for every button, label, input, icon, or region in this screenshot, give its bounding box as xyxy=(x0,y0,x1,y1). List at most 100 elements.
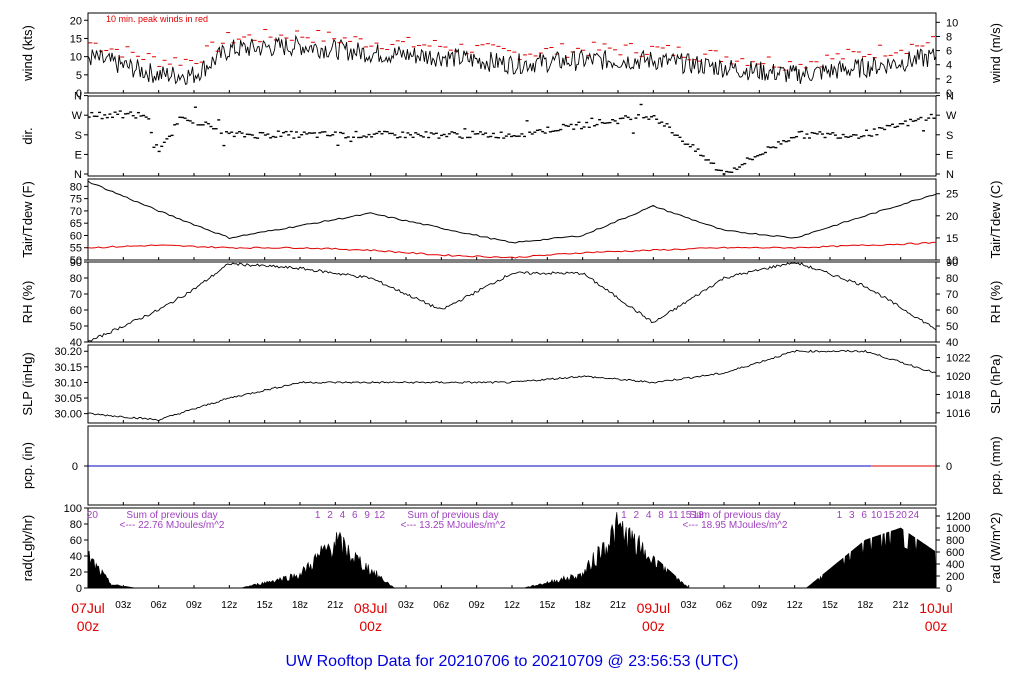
panel-temperature: Tair/Tdew (F) Tair/Tdew (C) 50556065707580… xyxy=(20,178,1003,267)
ytick-label: 20 xyxy=(70,567,82,579)
radiation-hour-marker: 4 xyxy=(646,510,652,521)
ytick-label: 90 xyxy=(70,257,82,269)
ytick-label: 100 xyxy=(64,503,82,515)
daily-sum-label: Sum of previous day xyxy=(689,510,780,521)
ylabel-right-4: SLP (hPa) xyxy=(988,354,1003,414)
daily-sum-value: <--- 18.95 MJoules/m^2 xyxy=(682,520,787,531)
radiation-hour-marker: 1 xyxy=(837,510,843,521)
ylabel-right-2: Tair/Tdew (C) xyxy=(988,180,1003,258)
ytick-label: 55 xyxy=(70,243,82,255)
radiation-hour-marker: 9 xyxy=(364,510,370,521)
ytick-right-label: 1018 xyxy=(946,389,970,401)
date-hour-label: 00z xyxy=(925,618,948,634)
ytick-right-label: 400 xyxy=(946,559,964,571)
ytick-right-label: 25 xyxy=(946,189,958,201)
ytick-right-label: 60 xyxy=(946,305,958,317)
radiation-hour-marker: 2 xyxy=(633,510,639,521)
hour-label: 03z xyxy=(398,600,414,611)
daily-sum-value: <--- 22.76 MJoules/m^2 xyxy=(119,520,224,531)
ytick-label: 70 xyxy=(70,206,82,218)
daily-sum-label: Sum of previous day xyxy=(407,510,498,521)
air-temp-line xyxy=(87,180,937,244)
ylabel-left-5: pcp. (in) xyxy=(20,442,35,489)
daily-sum-label: Sum of previous day xyxy=(126,510,217,521)
radiation-hour-marker: 10 xyxy=(871,510,883,521)
hour-label: 21z xyxy=(893,600,909,611)
radiation-hour-marker: 15 xyxy=(680,510,692,521)
ytick-label: W xyxy=(72,110,83,122)
ytick-right-label: 15 xyxy=(946,233,958,245)
radiation-hour-marker: 8 xyxy=(658,510,664,521)
hour-label: 12z xyxy=(504,600,520,611)
ytick-right-label: E xyxy=(946,149,953,161)
ytick-label: 0 xyxy=(72,461,78,473)
ytick-label: 30.20 xyxy=(54,346,82,358)
ytick-label: 5 xyxy=(76,70,82,82)
ylabel-right-3: RH (%) xyxy=(988,281,1003,324)
ytick-label: E xyxy=(75,149,82,161)
ytick-label: 30.05 xyxy=(54,393,82,405)
radiation-hour-marker: 3 xyxy=(849,510,855,521)
radiation-hour-marker: 6 xyxy=(861,510,867,521)
ylabel-left-3: RH (%) xyxy=(20,281,35,324)
hour-label: 06z xyxy=(151,600,167,611)
ytick-label: 30.00 xyxy=(54,409,82,421)
radiation-hour-marker: 15 xyxy=(883,510,895,521)
ytick-right-label: 1022 xyxy=(946,353,970,365)
panel-frame-4 xyxy=(87,344,937,424)
ytick-label: 80 xyxy=(70,273,82,285)
hour-label: 09z xyxy=(186,600,202,611)
ytick-right-label: 90 xyxy=(946,257,958,269)
ytick-right-label: 10 xyxy=(946,17,958,29)
date-label: 10Jul xyxy=(919,600,952,616)
ytick-right-label: 0 xyxy=(946,88,952,100)
ytick-right-label: N xyxy=(946,169,954,181)
ytick-right-label: 50 xyxy=(946,321,958,333)
ytick-right-label: S xyxy=(946,130,953,142)
radiation-hour-marker: 18 xyxy=(693,510,705,521)
humidity-line xyxy=(87,262,937,342)
date-hour-label: 00z xyxy=(642,618,665,634)
hour-label: 18z xyxy=(575,600,591,611)
ytick-label: 70 xyxy=(70,289,82,301)
ytick-label: 80 xyxy=(70,519,82,531)
ytick-right-label: 200 xyxy=(946,571,964,583)
ytick-label: 60 xyxy=(70,230,82,242)
radiation-hour-marker: 11 xyxy=(668,510,679,521)
ytick-right-label: 600 xyxy=(946,547,964,559)
dew-point-line xyxy=(87,241,936,259)
ylabel-left-4: SLP (inHg) xyxy=(20,352,35,415)
ytick-label: 60 xyxy=(70,305,82,317)
ytick-label: 30.15 xyxy=(54,362,82,374)
pressure-line xyxy=(87,349,937,422)
hour-label: 12z xyxy=(787,600,803,611)
radiation-hour-marker: 20 xyxy=(896,510,908,521)
ylabel-left-6: rad(Lgly/hr) xyxy=(20,515,35,581)
ytick-label: 65 xyxy=(70,218,82,230)
ytick-label: 15 xyxy=(70,33,82,45)
ytick-label: 20 xyxy=(70,15,82,27)
wind-speed-line xyxy=(87,34,937,86)
ytick-label: 10 xyxy=(70,52,82,64)
hour-label: 06z xyxy=(716,600,732,611)
ytick-right-label: 1016 xyxy=(946,408,970,420)
ytick-right-label: 1000 xyxy=(946,523,970,535)
radiation-hour-marker: 1 xyxy=(621,510,627,521)
ytick-right-label: 1200 xyxy=(946,511,970,523)
time-axis: 03z 06z 09z 12z 15z 18z 21z 03z 06z 09z 12z 15z 18z 2… xyxy=(71,600,952,634)
panel-radiation: rad(Lgly/hr) rad (W/m^2)02040608010002004… xyxy=(20,503,1003,595)
radiation-hour-marker: 1 xyxy=(315,510,321,521)
ytick-label: N xyxy=(74,91,82,103)
hour-label: 12z xyxy=(221,600,237,611)
ytick-right-label: 2 xyxy=(946,74,952,86)
date-label: 08Jul xyxy=(354,600,387,616)
ytick-label: 30.10 xyxy=(54,377,82,389)
radiation-hour-marker: 6 xyxy=(352,510,358,521)
ylabel-right-0: wind (m/s) xyxy=(988,23,1003,84)
ytick-right-label: 800 xyxy=(946,535,964,547)
date-hour-label: 00z xyxy=(77,618,100,634)
hour-label: 18z xyxy=(857,600,873,611)
panel-direction: dir.N NE ES SW WN N xyxy=(20,91,957,181)
ytick-label: 40 xyxy=(70,337,82,349)
